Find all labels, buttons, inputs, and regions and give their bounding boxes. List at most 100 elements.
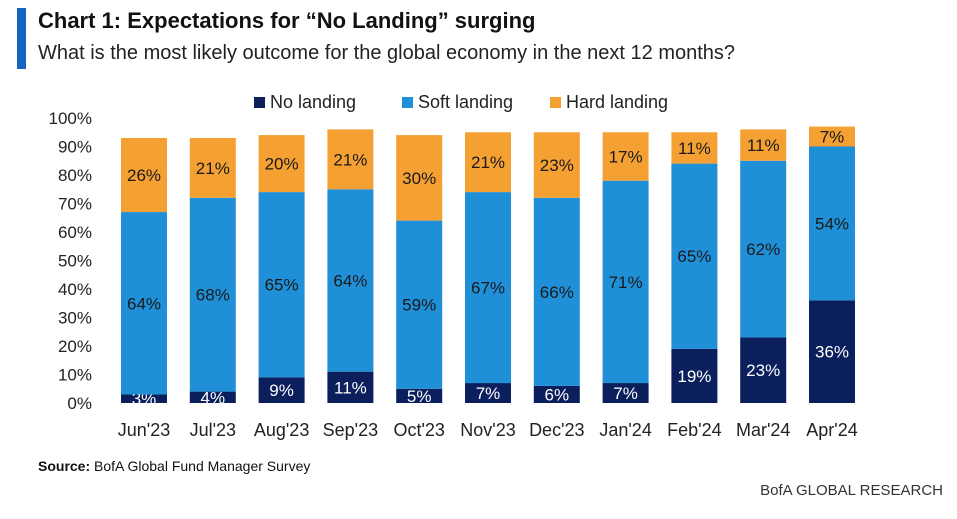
y-tick-label: 20% (58, 337, 92, 356)
data-label-hard-landing: 30% (402, 169, 436, 188)
bar-no-landing (533, 385, 580, 403)
data-label-soft-landing: 62% (746, 240, 780, 259)
y-tick-label: 40% (58, 280, 92, 299)
y-tick-label: 50% (58, 252, 92, 271)
x-tick-label: Jan'24 (599, 420, 651, 440)
legend-swatch-soft-landing (402, 97, 413, 108)
x-tick-label: Mar'24 (736, 420, 790, 440)
x-tick-label: Oct'23 (393, 420, 444, 440)
title-accent-bar (17, 8, 26, 69)
bar-soft-landing (396, 220, 443, 389)
data-label-no-landing: 23% (746, 361, 780, 380)
data-label-hard-landing: 11% (678, 139, 711, 158)
bar-soft-landing (602, 180, 649, 384)
data-label-hard-landing: 17% (609, 147, 643, 166)
bar-no-landing (671, 348, 718, 403)
bar-hard-landing (671, 132, 718, 164)
bar-hard-landing (327, 129, 374, 190)
data-label-no-landing: 7% (476, 384, 501, 403)
data-label-no-landing: 3% (132, 390, 157, 409)
data-label-no-landing: 36% (815, 343, 849, 362)
bar-hard-landing (396, 135, 443, 221)
bar-no-landing (602, 383, 649, 403)
chart-title: Chart 1: Expectations for “No Landing” s… (38, 8, 536, 33)
bar-soft-landing (258, 192, 305, 378)
x-tick-label: Nov'23 (460, 420, 515, 440)
data-label-hard-landing: 21% (333, 150, 367, 169)
bar-soft-landing (121, 212, 167, 395)
bar-soft-landing (189, 197, 236, 392)
bar-no-landing (396, 388, 443, 403)
data-label-soft-landing: 67% (471, 279, 505, 298)
data-label-soft-landing: 68% (196, 286, 230, 305)
data-label-hard-landing: 21% (196, 159, 230, 178)
data-label-soft-landing: 64% (127, 294, 161, 313)
legend-label-soft-landing: Soft landing (418, 92, 513, 112)
data-label-hard-landing: 7% (820, 128, 845, 147)
legend-label-no-landing: No landing (270, 92, 356, 112)
bar-hard-landing (602, 132, 649, 181)
source-note: Source: BofA Global Fund Manager Survey (38, 458, 310, 474)
y-tick-label: 10% (58, 366, 92, 385)
data-label-soft-landing: 65% (265, 276, 299, 295)
bar-no-landing (189, 391, 236, 403)
bar-soft-landing (809, 146, 855, 301)
data-label-hard-landing: 11% (747, 136, 780, 155)
x-tick-label: Dec'23 (529, 420, 584, 440)
data-label-no-landing: 19% (677, 367, 711, 386)
bar-hard-landing (189, 137, 236, 198)
data-label-hard-landing: 23% (540, 156, 574, 175)
x-tick-label: Sep'23 (323, 420, 379, 440)
data-label-no-landing: 9% (269, 381, 294, 400)
data-label-soft-landing: 65% (677, 247, 711, 266)
x-tick-label: Jun'23 (118, 420, 170, 440)
x-tick-label: Feb'24 (667, 420, 721, 440)
stacked-bar-chart: 0% 10% 20% 30% 40% 50% 60% 70% 80% 90% 100% No land… (49, 92, 858, 440)
bar-no-landing (465, 383, 511, 403)
y-tick-label: 0% (67, 394, 92, 413)
data-label-soft-landing: 59% (402, 296, 436, 315)
data-label-no-landing: 5% (407, 387, 432, 406)
y-tick-label: 30% (58, 309, 92, 328)
data-label-no-landing: 7% (613, 384, 638, 403)
bar-soft-landing (465, 192, 511, 384)
x-tick-label: Aug'23 (254, 420, 310, 440)
bar-no-landing (258, 377, 305, 403)
y-tick-label: 90% (58, 138, 92, 157)
brand-footer: BofA GLOBAL RESEARCH (760, 482, 943, 499)
bar-hard-landing (258, 135, 305, 193)
data-label-soft-landing: 66% (540, 283, 574, 302)
bar-soft-landing (671, 163, 718, 349)
bar-hard-landing (809, 126, 855, 147)
y-tick-label: 60% (58, 223, 92, 242)
chart-subtitle: What is the most likely outcome for the … (38, 42, 736, 64)
bar-hard-landing (533, 132, 580, 198)
source-text: BofA Global Fund Manager Survey (94, 458, 311, 474)
bar-soft-landing (327, 189, 374, 372)
bar-soft-landing (740, 160, 787, 338)
data-label-no-landing: 6% (545, 385, 570, 404)
bar-no-landing (809, 300, 855, 403)
data-label-no-landing: 4% (201, 388, 226, 407)
legend-swatch-hard-landing (550, 97, 561, 108)
y-tick-label: 100% (49, 109, 92, 128)
data-label-no-landing: 11% (334, 378, 367, 397)
bar-hard-landing (121, 137, 167, 213)
data-label-soft-landing: 64% (333, 271, 367, 290)
data-label-soft-landing: 71% (609, 273, 643, 292)
data-label-hard-landing: 26% (127, 166, 161, 185)
x-tick-label: Jul'23 (190, 420, 236, 440)
y-tick-label: 70% (58, 195, 92, 214)
data-label-hard-landing: 21% (471, 153, 505, 172)
legend-label-hard-landing: Hard landing (566, 92, 668, 112)
bar-hard-landing (465, 132, 511, 193)
bar-no-landing (327, 371, 374, 403)
bar-soft-landing (533, 197, 580, 386)
source-label: Source: (38, 458, 91, 474)
y-tick-label: 80% (58, 166, 92, 185)
x-tick-label: Apr'24 (806, 420, 857, 440)
data-label-hard-landing: 20% (265, 155, 299, 174)
data-label-soft-landing: 54% (815, 214, 849, 233)
bar-no-landing (740, 337, 787, 403)
bar-no-landing (121, 394, 167, 403)
